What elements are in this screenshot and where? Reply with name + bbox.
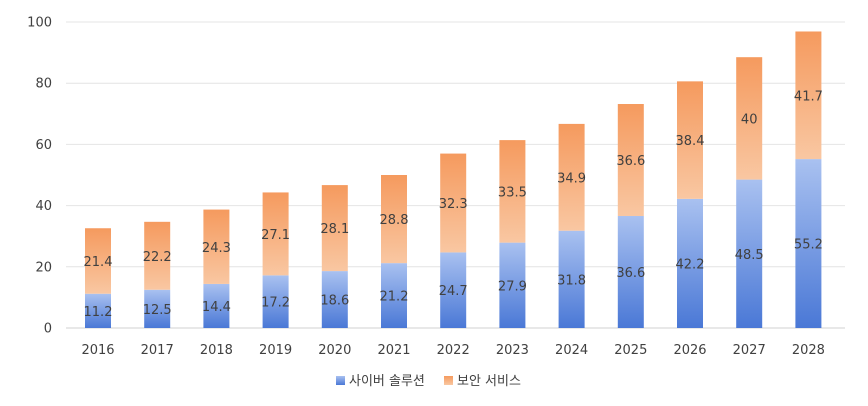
data-label-cyber: 12.5: [143, 303, 172, 318]
data-label-security: 24.3: [202, 241, 231, 256]
data-label-cyber: 14.4: [202, 300, 231, 315]
data-label-cyber: 31.8: [557, 273, 586, 288]
bar-cyber-solution: [203, 283, 230, 328]
data-label-cyber: 42.2: [676, 257, 705, 272]
bar-security-service: [617, 104, 644, 217]
bars: 11.2 21.4 12.5 22.2 14.4 24.3 17.2 27.1 18.6 28.1…: [84, 31, 823, 328]
data-label-security: 27.1: [261, 228, 290, 243]
x-tick-label: 2020: [318, 343, 351, 358]
data-label-cyber: 17.2: [261, 296, 290, 311]
bar-security-service: [321, 185, 348, 272]
y-axis-ticks: 0 20 40 60 80 100: [27, 16, 52, 337]
bar-security-service: [558, 123, 585, 231]
bar-security-service: [736, 57, 763, 180]
bar-cyber-solution: [617, 216, 644, 328]
x-tick-label: 2028: [792, 343, 825, 358]
data-label-security: 21.4: [84, 255, 113, 270]
bar-security-service: [262, 192, 289, 276]
x-tick-label: 2025: [614, 343, 647, 358]
x-tick-label: 2023: [496, 343, 529, 358]
y-tick-label: 100: [27, 16, 52, 31]
bar-cyber-solution: [85, 293, 111, 328]
bar-cyber-solution: [262, 275, 289, 328]
data-label-cyber: 48.5: [735, 248, 764, 263]
data-label-security: 28.8: [380, 213, 409, 228]
y-tick-label: 80: [35, 77, 52, 92]
data-label-security: 41.7: [794, 89, 823, 104]
data-label-security: 38.4: [676, 134, 705, 149]
legend-label-security: 보안 서비스: [457, 374, 521, 389]
y-tick-label: 40: [35, 199, 52, 214]
bar-cyber-solution: [381, 263, 407, 328]
data-label-cyber: 11.2: [84, 305, 113, 320]
data-label-security: 22.2: [143, 250, 172, 265]
data-label-security: 40: [741, 112, 758, 127]
bar-security-service: [144, 221, 171, 290]
data-label-cyber: 24.7: [439, 284, 468, 299]
bar-cyber-solution: [558, 230, 585, 328]
bar-cyber-solution: [144, 289, 171, 328]
x-tick-label: 2024: [555, 343, 588, 358]
x-axis-ticks: 2016 2017 2018 2019 2020 2021 2022 2023 2024 2025…: [81, 343, 824, 358]
bar-cyber-solution: [440, 252, 467, 328]
legend-swatch-cyber: [336, 376, 345, 385]
bar-cyber-solution: [321, 271, 348, 328]
bar-security-service: [440, 153, 467, 253]
bar-cyber-solution: [736, 179, 763, 328]
bar-security-service: [677, 81, 703, 199]
data-label-cyber: 18.6: [320, 294, 349, 309]
bar-security-service: [499, 140, 526, 243]
data-label-cyber: 36.6: [616, 266, 645, 281]
x-tick-label: 2017: [141, 343, 174, 358]
x-tick-label: 2019: [259, 343, 292, 358]
bar-security-service: [203, 209, 230, 284]
legend-label-cyber: 사이버 솔루션: [349, 374, 425, 389]
y-tick-label: 20: [35, 260, 52, 275]
x-tick-label: 2022: [437, 343, 470, 358]
bar-security-service: [381, 175, 407, 264]
legend: 사이버 솔루션 보안 서비스: [336, 374, 521, 389]
y-tick-label: 0: [44, 322, 52, 337]
x-tick-label: 2016: [81, 343, 114, 358]
bar-cyber-solution: [677, 198, 703, 328]
legend-swatch-security: [444, 376, 453, 385]
data-label-cyber: 27.9: [498, 279, 527, 294]
bar-cyber-solution: [795, 159, 822, 328]
data-label-cyber: 55.2: [794, 238, 823, 253]
x-tick-label: 2018: [200, 343, 233, 358]
x-tick-label: 2027: [733, 343, 766, 358]
data-label-security: 36.6: [616, 154, 645, 169]
x-tick-label: 2026: [673, 343, 706, 358]
data-label-security: 34.9: [557, 171, 586, 186]
data-label-security: 33.5: [498, 185, 527, 200]
data-label-security: 28.1: [320, 222, 349, 237]
bar-security-service: [795, 31, 822, 160]
data-label-cyber: 21.2: [380, 290, 409, 305]
data-label-security: 32.3: [439, 197, 468, 212]
y-tick-label: 60: [35, 138, 52, 153]
bar-cyber-solution: [499, 242, 526, 328]
x-tick-label: 2021: [377, 343, 410, 358]
bar-security-service: [85, 228, 111, 294]
